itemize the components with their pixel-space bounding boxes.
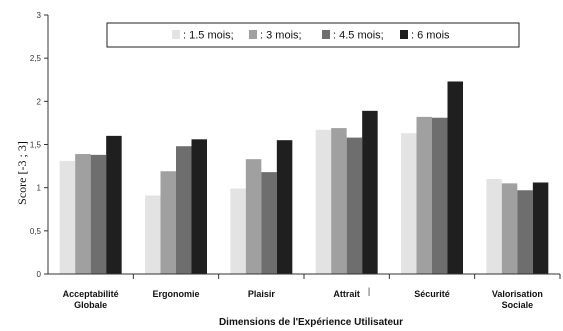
bar [276, 140, 293, 274]
bar [75, 153, 91, 274]
bar [501, 183, 518, 274]
axes [47, 15, 560, 275]
y-tick-label: 0 [37, 270, 42, 279]
y-tick-label: 2 [37, 97, 42, 106]
bar [106, 135, 122, 274]
y-axis-title: Score [-3 ; 3] [15, 141, 29, 205]
x-tick-label: Sécurité [414, 289, 450, 299]
bar [315, 129, 332, 274]
x-tick-label: Acceptabilité Globale [63, 289, 119, 310]
bar [261, 172, 277, 274]
bar [230, 188, 246, 274]
x-tick-label-line: Valorisation [492, 289, 543, 299]
legend-swatch [172, 30, 180, 39]
legend-swatch [249, 30, 257, 39]
legend-label: : 6 mois [411, 30, 450, 42]
legend-box [106, 22, 520, 48]
x-axis-ticks: Acceptabilité Globale Ergonomie Plaisir Attr… [63, 274, 561, 310]
x-tick-label: Ergonomie [152, 289, 199, 299]
x-tick-label-line: Sécurité [414, 289, 450, 299]
bar [432, 117, 448, 274]
legend-swatch [400, 30, 408, 39]
x-tick-label: Attrait [333, 289, 360, 299]
bar [486, 179, 502, 274]
y-tick-label: 3 [37, 11, 42, 20]
bar [160, 171, 176, 274]
bar [517, 190, 533, 274]
y-axis-ticks: 0 0,5 1 1,5 2 2,5 3 [30, 11, 48, 279]
legend-label: : 4.5 mois; [333, 30, 384, 42]
bar [362, 110, 378, 274]
bar [176, 146, 192, 274]
bar [191, 139, 207, 274]
bar [90, 154, 107, 274]
x-tick-label: Valorisation Sociale [492, 289, 543, 310]
legend-label: : 3 mois; [260, 30, 302, 42]
bar [59, 160, 76, 274]
x-tick-label: Plaisir [248, 289, 276, 299]
stray-mark: | [368, 286, 370, 296]
legend-label: : 1.5 mois; [183, 30, 234, 42]
x-tick-label-line: Acceptabilité [63, 289, 119, 299]
y-tick-label: 1 [37, 184, 42, 193]
bar [145, 195, 161, 274]
x-tick-label-line: Attrait [333, 289, 360, 299]
legend: : 1.5 mois; : 3 mois; : 4.5 mois; : 6 mois [106, 22, 520, 48]
bar [447, 81, 463, 274]
y-tick-label: 1,5 [30, 141, 42, 150]
x-tick-label-line: Ergonomie [152, 289, 199, 299]
y-tick-label: 2,5 [30, 54, 42, 63]
bar [532, 182, 549, 274]
bar [346, 137, 363, 274]
x-tick-label-line: Globale [74, 300, 107, 310]
bar [401, 133, 417, 274]
bar [416, 116, 432, 274]
bars [59, 81, 549, 274]
y-tick-label: 0,5 [30, 227, 42, 236]
x-tick-label-line: Plaisir [248, 289, 276, 299]
x-axis-title: Dimensions de l'Expérience Utilisateur [219, 317, 403, 328]
legend-swatch [322, 30, 330, 39]
bar [245, 159, 262, 274]
bar [331, 128, 347, 274]
x-tick-label-line: Sociale [502, 300, 534, 310]
